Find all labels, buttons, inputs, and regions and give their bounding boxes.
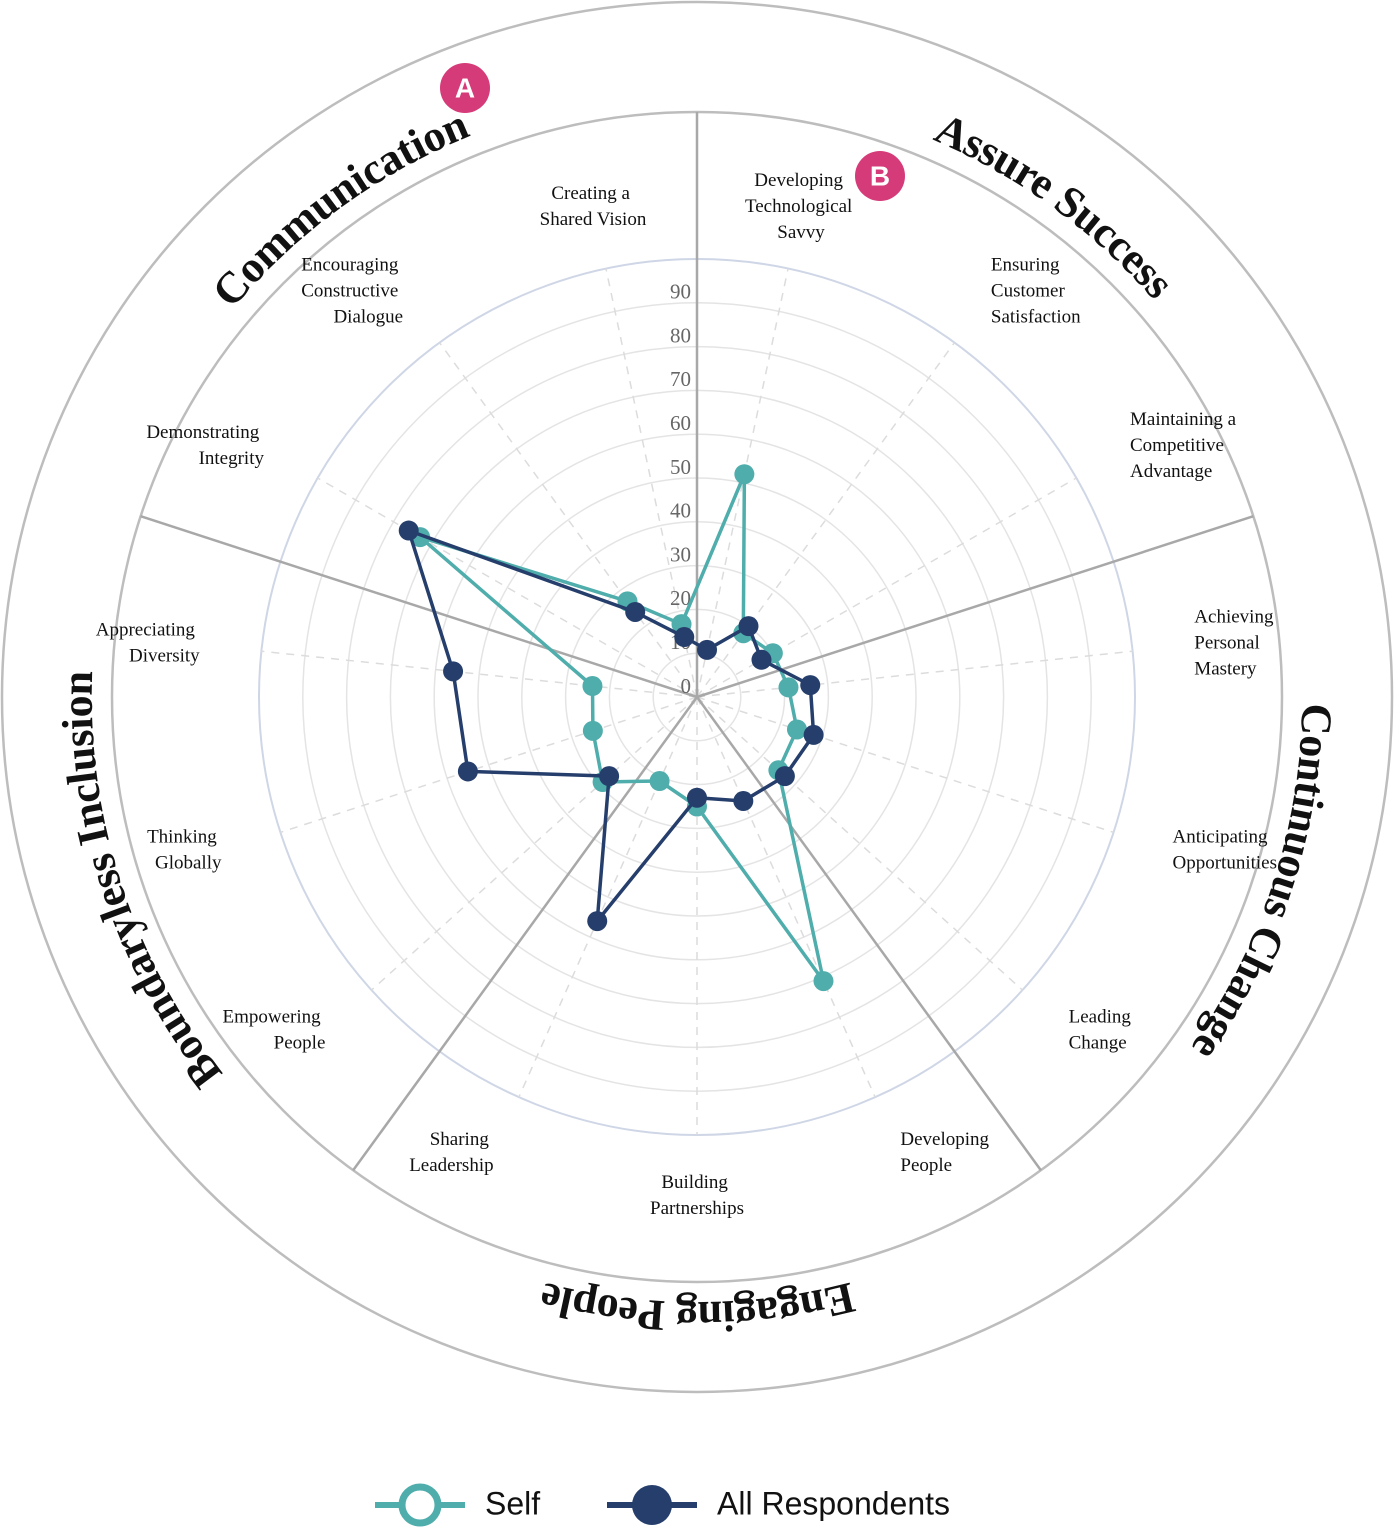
tick-label: 50 xyxy=(670,455,691,479)
series-line xyxy=(406,528,816,923)
series-marker xyxy=(803,724,824,745)
series-marker xyxy=(599,766,620,787)
group-divider xyxy=(696,515,1254,699)
group-divider xyxy=(140,515,698,699)
series-marker xyxy=(813,971,834,992)
series-marker xyxy=(398,520,419,541)
category-label: Maintaining a Competitive Advantage xyxy=(1130,409,1241,482)
spoke xyxy=(317,477,698,698)
group-label-path: Continuous Change xyxy=(1182,703,1341,1070)
series-marker xyxy=(738,616,759,637)
series-marker xyxy=(786,719,807,740)
category-label: Ensuring Customer Satisfaction xyxy=(991,255,1081,328)
annotation-label: B xyxy=(870,160,890,191)
spoke xyxy=(605,268,698,698)
group-divider xyxy=(352,696,699,1172)
group-label-path: Assure Success xyxy=(928,104,1184,308)
series-marker xyxy=(733,791,754,812)
spoke xyxy=(438,342,698,698)
annotation-label: A xyxy=(455,72,475,103)
category-label: Thinking Globally xyxy=(147,827,222,874)
series-marker xyxy=(751,649,772,670)
tick-label: 20 xyxy=(670,586,691,610)
category-label: Appreciating Diversity xyxy=(96,620,200,667)
series-marker xyxy=(582,720,603,741)
legend-marker xyxy=(398,1483,442,1527)
series-marker xyxy=(582,676,603,697)
tick-label: 60 xyxy=(670,411,691,435)
series-marker xyxy=(674,627,695,648)
category-label: Sharing Leadership xyxy=(409,1129,493,1176)
category-label: Demonstrating Integrity xyxy=(146,422,264,469)
spoke xyxy=(518,696,698,1098)
group-label: Assure Success xyxy=(928,104,1184,308)
spoke xyxy=(371,696,698,991)
spoke xyxy=(696,342,956,698)
spoke xyxy=(696,650,1133,698)
category-label: Empowering People xyxy=(222,1007,325,1054)
tick-label: 0 xyxy=(681,674,692,698)
series-marker xyxy=(687,787,707,808)
annotation-badge xyxy=(855,151,905,201)
spoke xyxy=(696,268,789,698)
spoke xyxy=(696,696,876,1098)
series-marker xyxy=(734,464,755,485)
series-marker xyxy=(800,675,821,696)
outer-ring xyxy=(0,0,1394,1394)
group-divider xyxy=(695,696,1042,1172)
series-marker xyxy=(649,771,670,792)
series-marker xyxy=(778,677,799,698)
spoke xyxy=(261,650,698,698)
tick-label: 80 xyxy=(670,323,691,347)
legend-marker xyxy=(632,1485,672,1525)
series-marker xyxy=(625,601,646,622)
category-label: Anticipating Opportunities xyxy=(1173,827,1278,874)
category-label: Building Partnerships xyxy=(650,1172,744,1219)
category-label: Developing People xyxy=(900,1129,993,1176)
category-label: Achieving Personal Mastery xyxy=(1194,607,1278,680)
series-marker xyxy=(697,639,718,660)
spoke xyxy=(280,696,698,834)
spoke xyxy=(696,696,1114,834)
category-label: Developing Technological Savvy xyxy=(745,170,857,243)
group-label: Continuous Change xyxy=(1182,703,1341,1070)
series-marker xyxy=(774,766,795,787)
legend-label: Self xyxy=(485,1485,540,1521)
series-marker xyxy=(457,761,478,782)
spoke xyxy=(696,477,1077,698)
tick-label: 30 xyxy=(670,542,691,566)
category-label: Leading Change xyxy=(1069,1007,1136,1054)
category-label: Creating a Shared Vision xyxy=(540,183,647,230)
annotation-badge xyxy=(440,63,490,113)
tick-label: 40 xyxy=(670,499,691,523)
tick-label: 70 xyxy=(670,367,691,391)
legend-label: All Respondents xyxy=(717,1485,950,1521)
series-marker xyxy=(443,661,464,682)
category-label: Encouraging Constructive Dialogue xyxy=(301,255,403,328)
tick-label: 90 xyxy=(670,280,691,304)
series-marker xyxy=(587,911,608,932)
spoke xyxy=(696,696,1023,991)
